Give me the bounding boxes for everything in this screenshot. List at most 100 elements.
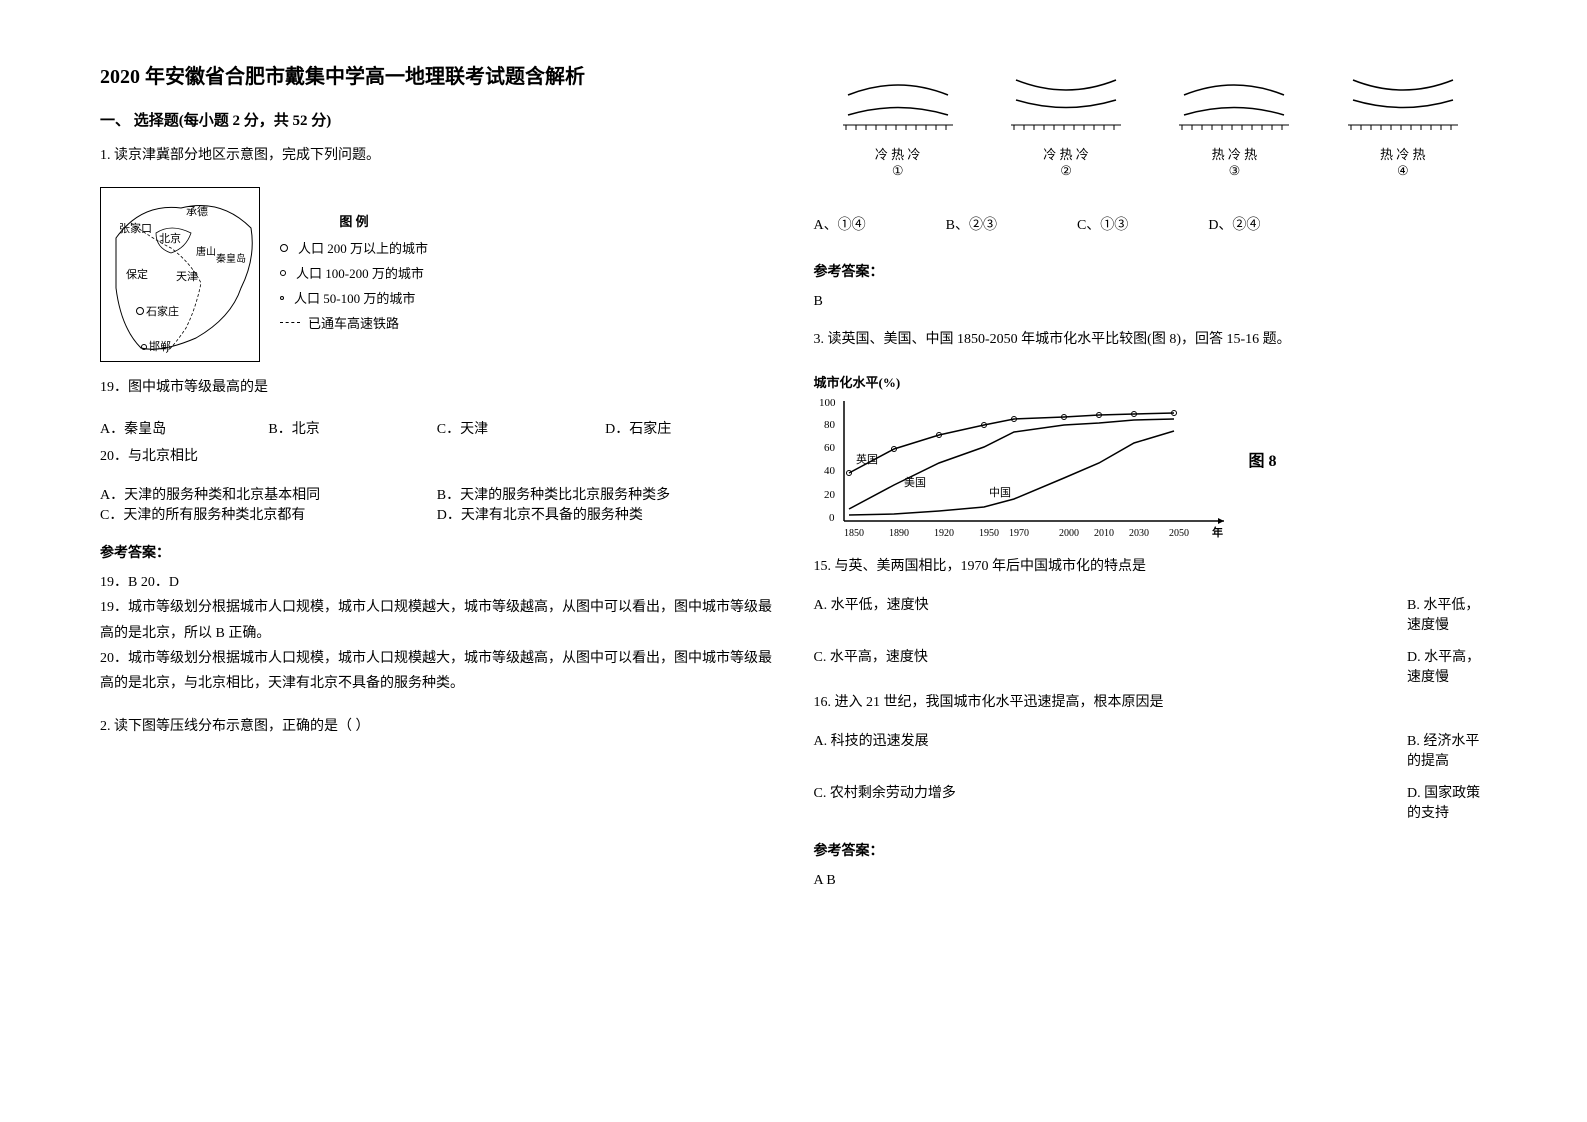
option-a: A、①④ — [814, 214, 866, 234]
option-a: A. 水平低，速度快 — [814, 594, 1408, 634]
urbanization-svg: 100 80 60 40 20 0 1850 1890 1920 1950 19… — [814, 391, 1234, 541]
option-c: C、①③ — [1077, 214, 1128, 234]
svg-text:2010: 2010 — [1094, 528, 1114, 539]
q3-answer: A B — [814, 868, 1488, 893]
isobar-label: 冷 热 冷 — [838, 144, 958, 163]
svg-text:40: 40 — [824, 465, 836, 477]
figure-caption: 图 8 — [1249, 447, 1277, 471]
isobar-label: 热 冷 热 — [1174, 144, 1294, 163]
option-d: D、②④ — [1208, 214, 1260, 234]
svg-text:中国: 中国 — [989, 486, 1011, 499]
city-zhangjiakou: 张家口 — [119, 220, 152, 236]
dash-icon — [280, 322, 300, 323]
city-tianjin: 天津 — [176, 268, 198, 284]
svg-text:1970: 1970 — [1009, 528, 1029, 539]
q2-options: A、①④ B、②③ C、①③ D、②④ — [814, 214, 1488, 234]
answer-header: 参考答案： — [814, 261, 1488, 281]
option-c: C．天津的所有服务种类北京都有 — [100, 504, 437, 524]
svg-text:年: 年 — [1212, 525, 1223, 539]
svg-text:2030: 2030 — [1129, 528, 1149, 539]
q2-answer: B — [814, 289, 1488, 314]
svg-text:60: 60 — [824, 442, 836, 454]
isobar-svg-3 — [1174, 70, 1294, 140]
option-d: D. 水平高，速度慢 — [1407, 646, 1487, 686]
option-a: A．秦皇岛 — [100, 418, 268, 438]
legend-item: 人口 200 万以上的城市 — [280, 238, 428, 257]
map-legend: 图 例 人口 200 万以上的城市 人口 100-200 万的城市 人口 50-… — [280, 211, 428, 338]
isobar-svg-2 — [1006, 70, 1126, 140]
svg-text:英国: 英国 — [856, 452, 878, 466]
isobar-label: 冷 热 冷 — [1006, 144, 1126, 163]
right-column: 冷 热 冷 ① 冷 热 冷 ② 热 冷 热 ③ — [814, 60, 1488, 1062]
legend-item: 人口 50-100 万的城市 — [280, 288, 428, 307]
dot-small-icon — [280, 296, 284, 300]
option-b: B．天津的服务种类比北京服务种类多 — [437, 484, 774, 504]
option-b: B. 水平低，速度慢 — [1407, 594, 1487, 634]
city-chengde: 承德 — [186, 203, 208, 219]
svg-text:80: 80 — [824, 419, 836, 431]
map-box: 张家口 承德 北京 唐山 秦皇岛 保定 天津 石家庄 邯郸 — [100, 187, 260, 362]
q20-options: A．天津的服务种类和北京基本相同 B．天津的服务种类比北京服务种类多 C．天津的… — [100, 484, 774, 524]
urbanization-figure: 城市化水平(%) 100 80 60 40 20 0 1850 1890 192… — [814, 372, 1488, 546]
legend-title: 图 例 — [280, 211, 428, 230]
option-d: D. 国家政策的支持 — [1407, 782, 1487, 822]
isobar-num: ② — [1006, 163, 1126, 179]
q3-prompt: 3. 读英国、美国、中国 1850-2050 年城市化水平比较图(图 8)，回答… — [814, 329, 1488, 351]
q2-prompt: 2. 读下图等压线分布示意图，正确的是（ ） — [100, 716, 774, 738]
option-c: C．天津 — [437, 418, 605, 438]
svg-text:1920: 1920 — [934, 528, 954, 539]
answer-header: 参考答案： — [814, 840, 1488, 860]
isobar-num: ③ — [1174, 163, 1294, 179]
svg-text:1850: 1850 — [844, 528, 864, 539]
map-figure: 张家口 承德 北京 唐山 秦皇岛 保定 天津 石家庄 邯郸 图 例 人口 200… — [100, 187, 774, 362]
isobar-3: 热 冷 热 ③ — [1174, 70, 1294, 179]
section-header: 一、 选择题(每小题 2 分，共 52 分) — [100, 109, 774, 130]
option-b: B. 经济水平的提高 — [1407, 730, 1487, 770]
option-c: C. 农村剩余劳动力增多 — [814, 782, 1408, 822]
legend-item: 已通车高速铁路 — [280, 313, 428, 332]
svg-text:20: 20 — [824, 489, 836, 501]
option-d: D．石家庄 — [605, 418, 773, 438]
option-b: B．北京 — [268, 418, 436, 438]
answer-line: 19．B 20．D — [100, 570, 774, 595]
svg-text:1950: 1950 — [979, 528, 999, 539]
city-qinhuangdao: 秦皇岛 — [216, 250, 246, 265]
option-b: B、②③ — [946, 214, 997, 234]
svg-text:0: 0 — [829, 512, 835, 524]
svg-text:2000: 2000 — [1059, 528, 1079, 539]
svg-text:2050: 2050 — [1169, 528, 1189, 539]
city-beijing: 北京 — [159, 230, 181, 246]
q16-text: 16. 进入 21 世纪，我国城市化水平迅速提高，根本原因是 — [814, 692, 1488, 714]
dot-medium-icon — [280, 270, 286, 276]
exam-title: 2020 年安徽省合肥市戴集中学高一地理联考试题含解析 — [100, 60, 774, 89]
legend-item: 人口 100-200 万的城市 — [280, 263, 428, 282]
answer-header: 参考答案： — [100, 542, 774, 562]
q15-text: 15. 与英、美两国相比，1970 年后中国城市化的特点是 — [814, 556, 1488, 578]
svg-text:100: 100 — [819, 397, 836, 409]
svg-text:美国: 美国 — [904, 476, 926, 489]
isobar-4: 热 冷 热 ④ — [1343, 70, 1463, 179]
city-handan: 邯郸 — [141, 338, 171, 354]
q1-prompt: 1. 读京津冀部分地区示意图，完成下列问题。 — [100, 145, 774, 167]
option-a: A．天津的服务种类和北京基本相同 — [100, 484, 437, 504]
isobar-2: 冷 热 冷 ② — [1006, 70, 1126, 179]
isobar-num: ① — [838, 163, 958, 179]
explain-19: 19．城市等级划分根据城市人口规模，城市人口规模越大，城市等级越高，从图中可以看… — [100, 595, 774, 645]
y-axis-label: 城市化水平(%) — [814, 372, 1234, 391]
svg-text:1890: 1890 — [889, 528, 909, 539]
isobar-svg-1 — [838, 70, 958, 140]
option-a: A. 科技的迅速发展 — [814, 730, 1408, 770]
option-c: C. 水平高，速度快 — [814, 646, 1408, 686]
city-shijiazhuang: 石家庄 — [136, 303, 179, 319]
isobar-1: 冷 热 冷 ① — [838, 70, 958, 179]
explain-20: 20．城市等级划分根据城市人口规模，城市人口规模越大，城市等级越高，从图中可以看… — [100, 646, 774, 696]
q19-options: A．秦皇岛 B．北京 C．天津 D．石家庄 — [100, 418, 774, 438]
left-column: 2020 年安徽省合肥市戴集中学高一地理联考试题含解析 一、 选择题(每小题 2… — [100, 60, 774, 1062]
dot-large-icon — [280, 244, 288, 252]
isobar-svg-4 — [1343, 70, 1463, 140]
city-baoding: 保定 — [126, 266, 148, 282]
isobar-figure: 冷 热 冷 ① 冷 热 冷 ② 热 冷 热 ③ — [814, 70, 1488, 179]
q19-text: 19．图中城市等级最高的是 — [100, 377, 774, 399]
q20-text: 20．与北京相比 — [100, 446, 774, 468]
city-tangshan: 唐山 — [196, 243, 216, 258]
